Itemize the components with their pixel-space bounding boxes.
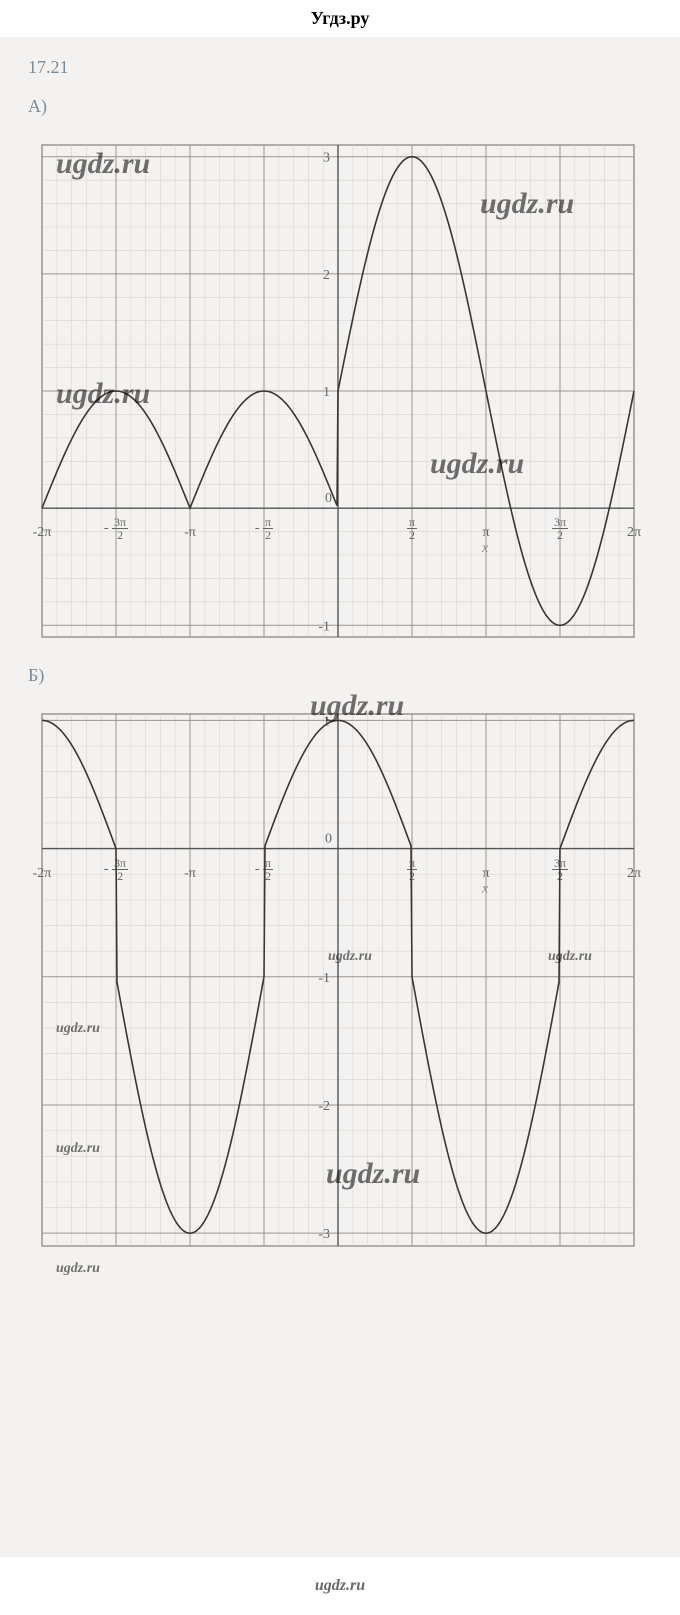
- chart-a-svg: -11230-2π- 3π2-π- π2π2π3π22πx: [28, 131, 648, 651]
- svg-text:0: 0: [325, 832, 332, 847]
- chart-a: -11230-2π- 3π2-π- π2π2π3π22πx: [28, 131, 652, 651]
- svg-text:-2: -2: [318, 1099, 330, 1114]
- svg-text:-1: -1: [318, 971, 330, 986]
- svg-text:-3: -3: [318, 1227, 330, 1242]
- chart-b: -3-2-110-2π- 3π2-π- π2π2π3π22πx: [28, 700, 652, 1260]
- svg-text:x: x: [481, 882, 489, 897]
- svg-text:-1: -1: [318, 619, 330, 634]
- svg-text:x: x: [481, 541, 489, 556]
- svg-text:0: 0: [325, 491, 332, 506]
- svg-text:2: 2: [323, 268, 330, 283]
- svg-text:1: 1: [323, 385, 330, 400]
- watermark-text: ugdz.ru: [56, 1261, 100, 1277]
- svg-text:3: 3: [323, 151, 330, 166]
- page-content: 17.21 А) -11230-2π- 3π2-π- π2π2π3π22πx Б…: [0, 37, 680, 1557]
- part-a-label: А): [28, 96, 652, 117]
- part-b-label: Б): [28, 665, 652, 686]
- exercise-number: 17.21: [28, 57, 652, 78]
- chart-b-svg: -3-2-110-2π- 3π2-π- π2π2π3π22πx: [28, 700, 648, 1260]
- footer-watermark: ugdz.ru: [0, 1557, 680, 1615]
- page-header: Угдз.ру: [0, 0, 680, 37]
